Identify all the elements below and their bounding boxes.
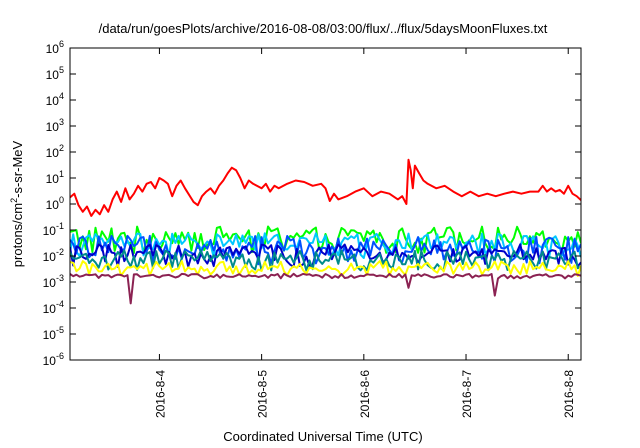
y-axis-label-rest: -s-sr-MeV bbox=[10, 140, 25, 197]
y-axis-ticks: 10-6 10-5 10-4 10-3 10-2 10-1 100 101 102 103 104 1… bbox=[43, 39, 581, 368]
y-tick-label: 10-3 bbox=[43, 273, 64, 290]
x-axis-label: Coordinated Universal Time (UTC) bbox=[223, 429, 422, 444]
series-line bbox=[70, 158, 581, 217]
y-tick-label: 10-5 bbox=[43, 325, 64, 342]
y-tick-label: 10-6 bbox=[43, 351, 64, 368]
series-line bbox=[70, 272, 581, 305]
y-tick-label: 102 bbox=[46, 143, 64, 160]
y-tick-label: 100 bbox=[46, 195, 64, 212]
y-tick-label: 10-1 bbox=[43, 221, 64, 238]
x-tick-label: 2016-8-8 bbox=[562, 370, 576, 418]
y-tick-label: 10-4 bbox=[43, 299, 64, 316]
y-axis-label-sup: 2 bbox=[9, 198, 19, 203]
y-axis-label: protons/cm2-s-sr-MeV bbox=[9, 140, 25, 267]
chart-title: /data/run/goesPlots/archive/2016-08-08/0… bbox=[99, 21, 548, 36]
plot-frame bbox=[69, 47, 582, 361]
series-line bbox=[70, 249, 581, 272]
y-axis-label-base: protons/cm bbox=[10, 203, 25, 267]
series-line bbox=[70, 260, 581, 277]
x-axis-ticks: 2016-8-4 2016-8-5 2016-8-6 2016-8-7 2016-8-8 bbox=[153, 48, 576, 418]
x-tick-label: 2016-8-5 bbox=[256, 370, 270, 418]
x-tick-label: 2016-8-7 bbox=[460, 370, 474, 418]
x-tick-label: 2016-8-4 bbox=[153, 370, 167, 418]
x-tick-label: 2016-8-6 bbox=[358, 370, 372, 418]
series-layer bbox=[70, 158, 581, 305]
y-tick-label: 103 bbox=[46, 117, 64, 134]
y-tick-label: 10-2 bbox=[43, 247, 64, 264]
y-tick-label: 101 bbox=[46, 169, 64, 186]
series-line bbox=[70, 243, 581, 268]
y-tick-label: 106 bbox=[46, 39, 64, 56]
y-tick-label: 104 bbox=[46, 91, 64, 108]
y-tick-label: 105 bbox=[46, 65, 64, 82]
